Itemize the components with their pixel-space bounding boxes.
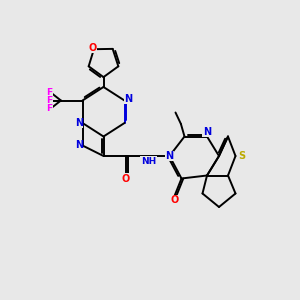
Text: N: N: [75, 140, 83, 151]
Text: O: O: [88, 43, 97, 53]
Text: N: N: [124, 94, 132, 104]
Text: S: S: [238, 151, 245, 161]
Text: O: O: [122, 173, 130, 184]
Text: N: N: [75, 118, 83, 128]
Text: F: F: [46, 88, 52, 97]
Text: N: N: [165, 151, 174, 161]
Text: O: O: [171, 195, 179, 206]
Text: F: F: [46, 96, 52, 105]
Text: NH: NH: [141, 157, 156, 166]
Text: F: F: [46, 104, 52, 113]
Text: N: N: [203, 127, 211, 137]
